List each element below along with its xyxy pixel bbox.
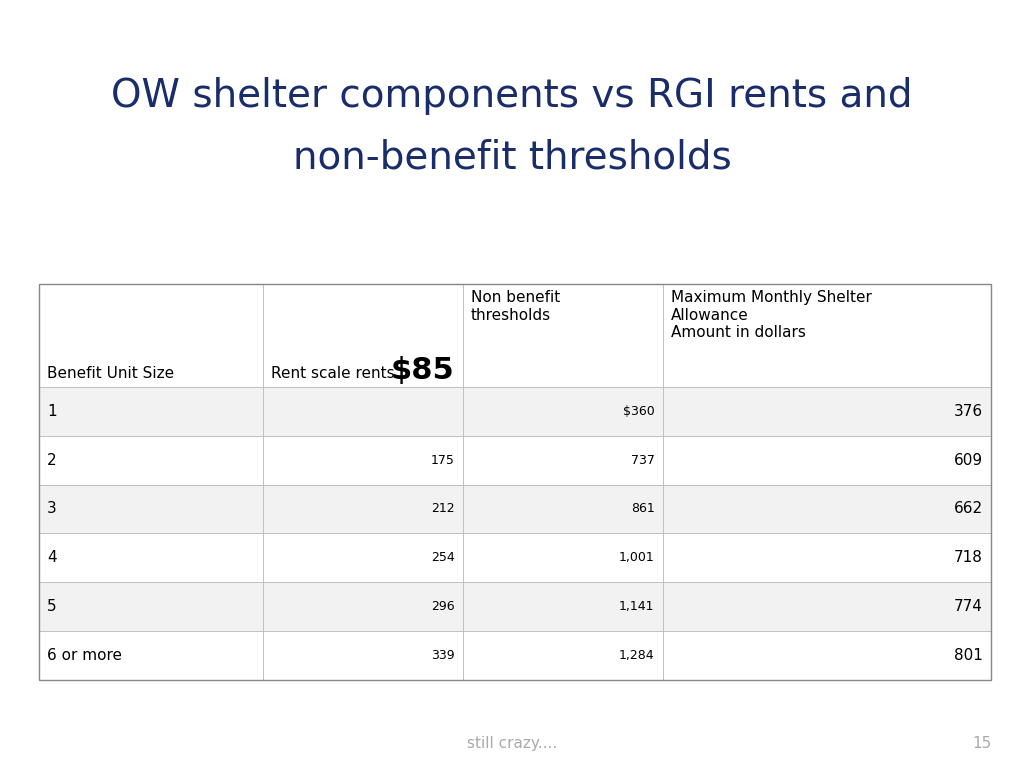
Bar [263, 533, 463, 582]
Text: 376: 376 [954, 404, 983, 419]
Text: 5: 5 [47, 599, 56, 614]
Bar [463, 435, 663, 485]
Text: $360: $360 [623, 405, 654, 418]
Bar [263, 485, 463, 533]
Bar [663, 631, 991, 680]
Text: 1,284: 1,284 [618, 649, 654, 662]
Bar [663, 533, 991, 582]
Bar [663, 435, 991, 485]
Text: 175: 175 [431, 454, 455, 467]
Text: Maximum Monthly Shelter
Allowance
Amount in dollars: Maximum Monthly Shelter Allowance Amount… [671, 290, 871, 340]
Text: Non benefit
thresholds: Non benefit thresholds [471, 290, 560, 323]
Bar [663, 284, 991, 387]
Text: 1,001: 1,001 [618, 551, 654, 564]
Text: 212: 212 [431, 502, 455, 515]
Bar [463, 631, 663, 680]
Bar [263, 582, 463, 631]
Bar [263, 631, 463, 680]
Bar [463, 284, 663, 387]
Bar [39, 485, 263, 533]
Bar [263, 435, 463, 485]
Bar [663, 387, 991, 435]
Text: 6 or more: 6 or more [47, 647, 122, 663]
Bar [463, 582, 663, 631]
Text: 2: 2 [47, 452, 56, 468]
Bar [39, 435, 263, 485]
Text: 296: 296 [431, 600, 455, 613]
Text: $85: $85 [391, 356, 455, 385]
Text: 718: 718 [954, 550, 983, 565]
Text: 15: 15 [972, 736, 991, 751]
Text: OW shelter components vs RGI rents and: OW shelter components vs RGI rents and [112, 77, 912, 115]
Bar [39, 284, 991, 680]
Text: 774: 774 [954, 599, 983, 614]
Text: non-benefit thresholds: non-benefit thresholds [293, 138, 731, 177]
Bar [463, 485, 663, 533]
Bar [39, 387, 263, 435]
Text: 1,141: 1,141 [618, 600, 654, 613]
Bar [463, 387, 663, 435]
Text: 609: 609 [954, 452, 983, 468]
Bar [263, 284, 463, 387]
Bar [663, 582, 991, 631]
Text: 861: 861 [631, 502, 654, 515]
Bar [39, 533, 263, 582]
Bar [663, 485, 991, 533]
Text: still crazy....: still crazy.... [467, 736, 557, 751]
Text: 737: 737 [631, 454, 654, 467]
Text: 801: 801 [954, 647, 983, 663]
Text: 662: 662 [954, 502, 983, 516]
Bar [463, 533, 663, 582]
Text: 1: 1 [47, 404, 56, 419]
Text: 254: 254 [431, 551, 455, 564]
Text: Benefit Unit Size: Benefit Unit Size [47, 366, 174, 381]
Bar [263, 387, 463, 435]
Text: 3: 3 [47, 502, 57, 516]
Bar [39, 582, 263, 631]
Bar [39, 284, 263, 387]
Text: 4: 4 [47, 550, 56, 565]
Bar [39, 631, 263, 680]
Text: 339: 339 [431, 649, 455, 662]
Text: Rent scale rents: Rent scale rents [271, 366, 394, 381]
